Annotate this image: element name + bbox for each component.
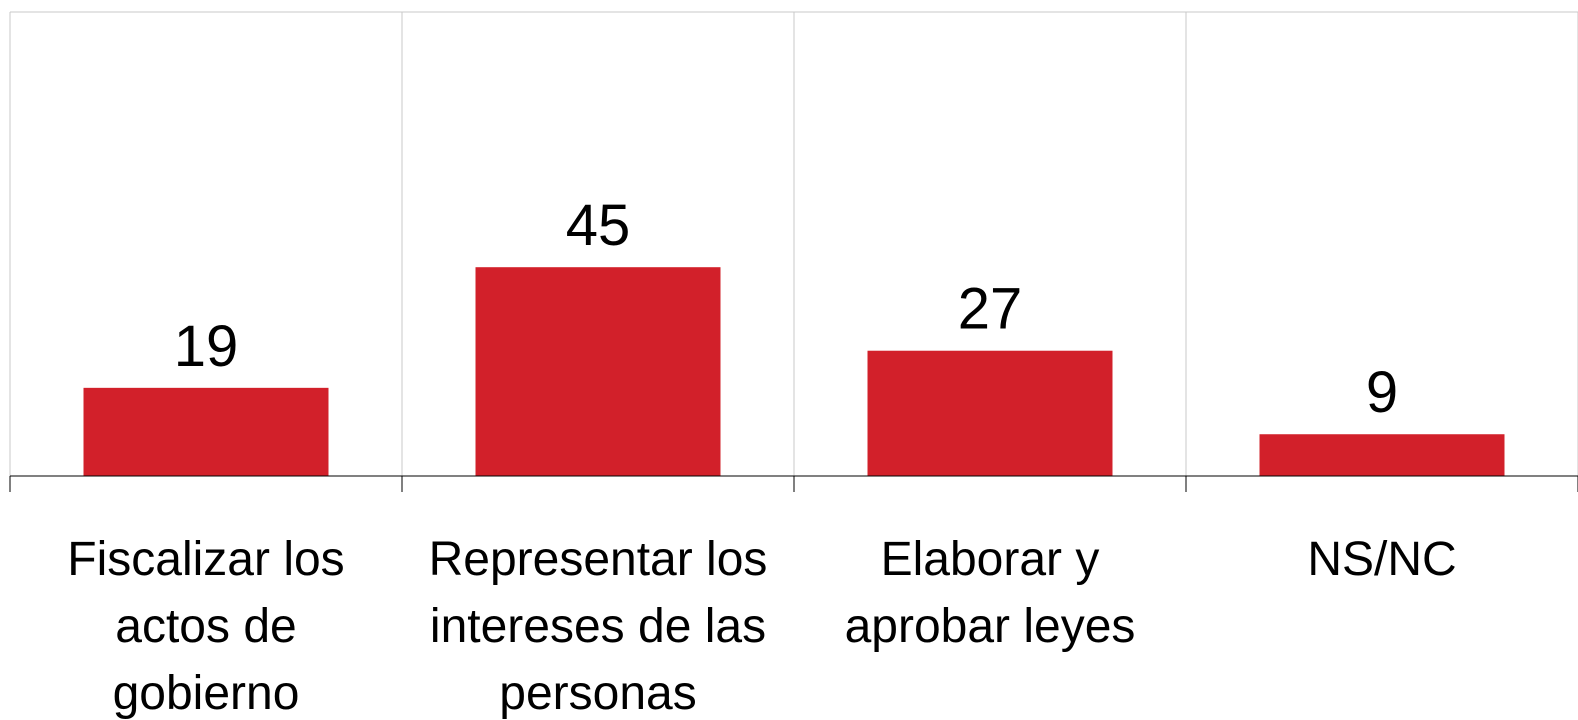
bar <box>1259 434 1505 476</box>
data-label: 45 <box>566 193 631 258</box>
x-tick-label: Fiscalizar los actos de gobierno <box>67 533 345 720</box>
x-tick-label: Elaborar y aprobar leyes <box>844 533 1136 653</box>
x-tick-label: Representar los intereses de las persona… <box>428 533 768 720</box>
data-label: 19 <box>174 314 239 379</box>
bar <box>83 387 329 476</box>
data-label: 9 <box>1366 360 1398 425</box>
bar <box>867 350 1113 476</box>
data-label: 27 <box>958 277 1023 342</box>
bar <box>475 267 721 476</box>
x-tick-label: NS/NC <box>1307 533 1457 586</box>
